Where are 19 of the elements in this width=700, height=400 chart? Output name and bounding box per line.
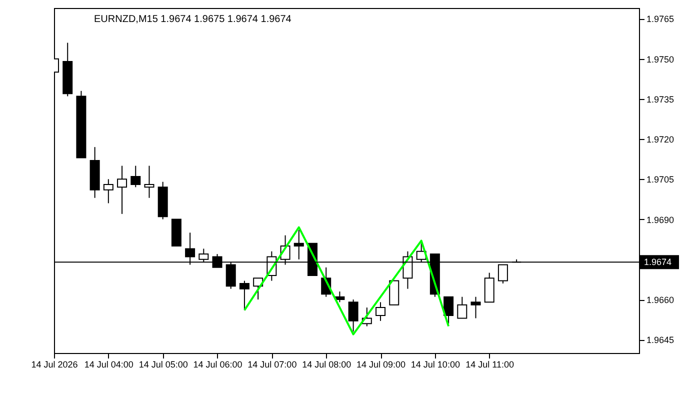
x-tick-label: 14 Jul 04:00 <box>84 360 134 370</box>
x-tick-label: 14 Jul 07:00 <box>248 360 297 370</box>
x-tick-label: 14 Jul 06:00 <box>193 360 242 370</box>
y-tick-label: 1.9645 <box>646 335 674 346</box>
ref-line-label: 1.9674 <box>644 257 672 268</box>
x-tick-label: 14 Jul 05:00 <box>138 360 188 370</box>
x-tick-label: 14 Jul 08:00 <box>302 360 352 370</box>
x-tick-label: 14 Jul 11:00 <box>466 360 514 370</box>
y-tick-label: 1.9750 <box>646 54 674 64</box>
y-tick-label: 1.9660 <box>646 295 674 306</box>
y-tick-label: 1.9705 <box>646 174 674 185</box>
y-tick-label: 1.9765 <box>646 14 674 24</box>
text: EURNZD,M15 1.9674 1.9675 1.9674 1.9674 <box>94 14 292 25</box>
x-tick-label: 14 Jul 10:00 <box>410 360 460 370</box>
x-tick-label: 14 Jul 2026 <box>31 360 78 370</box>
y-tick-label: 1.9720 <box>646 134 674 145</box>
y-tick-label: 1.9735 <box>646 94 674 104</box>
y-tick-label: 1.9690 <box>646 214 674 225</box>
x-tick-label: 14 Jul 09:00 <box>356 360 406 370</box>
